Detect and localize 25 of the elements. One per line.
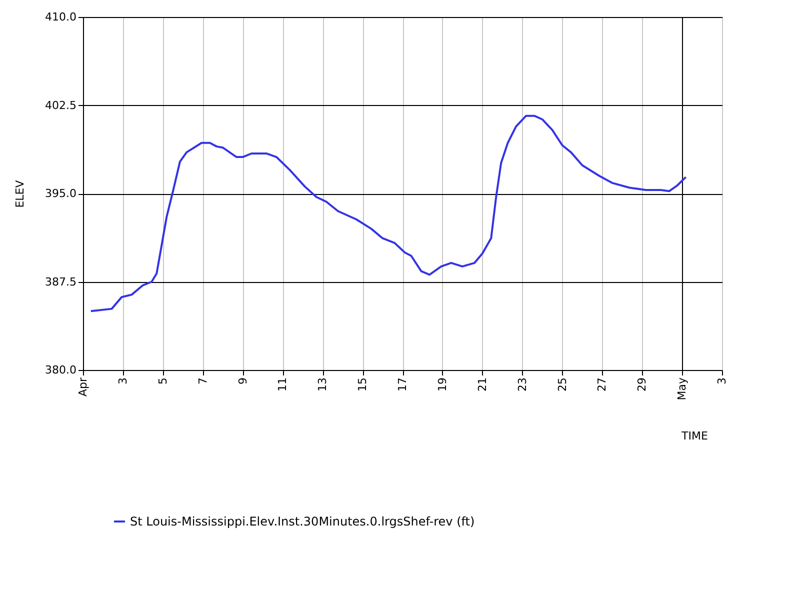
y-tick-label: 395.0 bbox=[45, 187, 76, 200]
x-tick-label: 9 bbox=[236, 378, 250, 384]
y-tick-label: 380.0 bbox=[45, 364, 76, 376]
y-axis-title: ELEV bbox=[14, 180, 26, 208]
x-tick-label: 21 bbox=[476, 378, 489, 392]
x-tick-label: 11 bbox=[276, 378, 290, 392]
x-tick-label: 19 bbox=[436, 378, 449, 392]
x-axis-title: TIME bbox=[680, 430, 708, 442]
x-tick-label: 15 bbox=[356, 378, 370, 392]
x-tick-label: 17 bbox=[396, 378, 409, 392]
x-tick-label: 27 bbox=[596, 378, 609, 392]
x-tick-label: 5 bbox=[156, 378, 170, 384]
x-tick-label: 3 bbox=[716, 378, 728, 384]
y-tick-label: 402.5 bbox=[45, 98, 76, 112]
x-tick-label: 7 bbox=[196, 378, 210, 384]
x-tick-label: 3 bbox=[116, 378, 130, 384]
y-tick-label: 410.0 bbox=[45, 10, 76, 24]
x-tick-label: 29 bbox=[636, 378, 649, 392]
legend-label: St Louis-Mississippi.Elev.Inst.30Minutes.0.lrgsShef-rev (ft) bbox=[130, 514, 475, 528]
x-tick-label: 25 bbox=[556, 378, 569, 392]
x-tick-label: Apr bbox=[76, 377, 90, 397]
x-tick-label: 23 bbox=[516, 378, 529, 392]
x-tick-label: May bbox=[676, 377, 689, 400]
y-tick-label: 387.5 bbox=[45, 275, 76, 288]
x-tick-label: 13 bbox=[316, 378, 330, 392]
